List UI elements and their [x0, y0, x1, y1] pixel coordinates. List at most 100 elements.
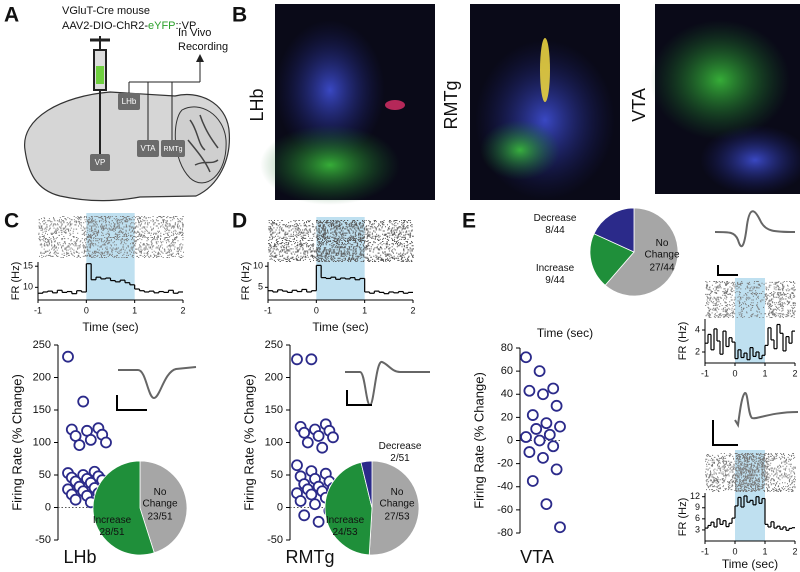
pie-value-label: 27/44 [649, 263, 674, 274]
y-axis-label: Firing Rate (% Change) [9, 374, 24, 511]
y-tick-label: 100 [265, 436, 283, 448]
region-label: VTA [629, 88, 649, 122]
y-tick-label: 80 [501, 342, 513, 354]
y-tick-label: 50 [39, 469, 51, 481]
data-point [547, 440, 560, 453]
image-texture [480, 120, 560, 180]
pie-value-label: 27/53 [384, 512, 409, 523]
raster [38, 216, 184, 258]
x-tick-label: -1 [701, 546, 709, 556]
x-tick-label: 2 [792, 546, 797, 556]
y-tick-label: 100 [33, 436, 51, 448]
panel-letter: C [4, 210, 19, 233]
region-label: VP [95, 158, 106, 167]
data-point [84, 433, 97, 446]
y-tick-label: 20 [501, 411, 513, 423]
x-tick-label: 0 [732, 546, 737, 556]
text-part: AAV2-DIO-ChR2- [62, 20, 148, 32]
region-label: VTA [141, 144, 157, 153]
data-point [309, 498, 321, 511]
cerebellum-folds [187, 114, 219, 173]
data-point [305, 488, 318, 501]
data-point [520, 351, 532, 364]
image-texture [700, 125, 800, 195]
data-point [301, 436, 314, 449]
x-axis-label: Time (sec) [82, 320, 138, 334]
panel-letter: A [4, 4, 19, 27]
data-point [77, 395, 90, 408]
pie-slice [368, 460, 420, 556]
pie-slice [589, 233, 635, 286]
y-tick-label: -50 [35, 534, 51, 546]
y-tick-label: 200 [265, 371, 283, 383]
x-axis-label: Time (sec) [722, 557, 778, 571]
region-box [137, 140, 159, 157]
data-point [69, 493, 82, 506]
region-box [118, 93, 140, 110]
recording-label: In Vivo [178, 27, 211, 39]
y-tick-label: 10 [23, 282, 33, 292]
category-label: VTA [520, 547, 554, 567]
construct-line: AAV2-DIO-ChR2-eYFP::VP [62, 20, 196, 32]
pie-label: Decrease [534, 213, 577, 224]
pie-label: No Change [379, 487, 414, 510]
y-tick-label: 0 [507, 434, 513, 446]
data-point [530, 423, 543, 435]
image-texture [385, 100, 405, 110]
pie-label: Increase [536, 263, 575, 274]
image-texture [540, 38, 550, 102]
y-tick-label: 250 [265, 339, 283, 351]
data-point [327, 431, 339, 444]
y-tick-label: 40 [501, 388, 513, 400]
pie-slice [360, 460, 373, 509]
y-tick-label: 200 [33, 371, 51, 383]
panel-b: B LHb RMTg VTA [232, 4, 800, 205]
y-tick-label: 150 [265, 404, 283, 416]
raster [268, 220, 414, 262]
x-tick-label: 0 [84, 305, 89, 315]
panel-letter: D [232, 210, 247, 233]
data-point [312, 430, 325, 442]
x-tick-label: 1 [762, 546, 767, 556]
scale-bar [116, 395, 147, 411]
y-tick-label: 9 [695, 502, 700, 512]
data-point [316, 441, 329, 454]
data-point [540, 498, 553, 510]
data-point [533, 365, 546, 378]
pie-label: Increase [93, 515, 132, 526]
x-tick-label: -1 [264, 305, 272, 315]
data-point [291, 353, 303, 366]
region-label: LHb [122, 97, 137, 106]
data-point [533, 434, 546, 447]
y-tick-label: 50 [271, 469, 283, 481]
y-tick-label: -80 [497, 527, 513, 539]
region-box [161, 140, 185, 157]
pie-slice [593, 207, 635, 253]
pie-label: Increase [326, 515, 365, 526]
y-tick-label: -50 [267, 534, 283, 546]
panel-letter: B [232, 4, 247, 27]
data-point [550, 399, 563, 412]
pie-label: Decrease [379, 441, 422, 452]
waveform [118, 366, 197, 400]
pie-slice [139, 460, 188, 554]
x-axis-label: Time (sec) [312, 320, 368, 334]
data-point [540, 417, 553, 430]
pie-slice [92, 460, 155, 556]
category-label: LHb [63, 547, 96, 567]
y-axis-label: Firing Rate (% Change) [471, 372, 486, 509]
data-point [523, 384, 536, 397]
waveforms [116, 210, 799, 446]
y-tick-label: 150 [33, 404, 51, 416]
x-tick-label: 1 [362, 305, 367, 315]
x-tick-label: 0 [732, 368, 737, 378]
x-tick-label: 1 [762, 368, 767, 378]
y-tick-label: 0 [277, 501, 283, 513]
panel-letter: E [462, 210, 476, 233]
data-point [526, 409, 539, 421]
y-tick-label: -60 [497, 504, 513, 516]
data-point [537, 388, 549, 401]
waveform [734, 391, 799, 428]
waveform [345, 360, 430, 407]
